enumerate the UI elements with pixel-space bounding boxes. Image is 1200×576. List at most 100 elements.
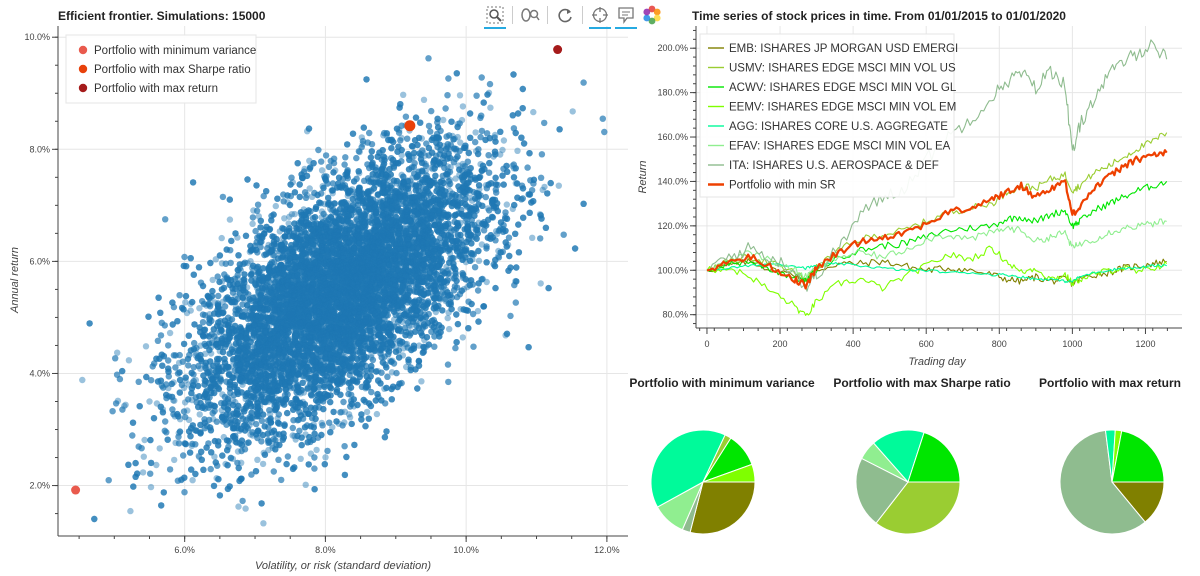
scatter-point xyxy=(431,207,439,214)
scatter-point xyxy=(254,360,262,367)
scatter-point xyxy=(282,315,290,323)
scatter-plot-area[interactable] xyxy=(58,26,628,536)
scatter-point xyxy=(487,104,494,111)
scatter-point xyxy=(435,244,442,251)
scatter-point xyxy=(400,276,407,283)
scatter-point xyxy=(444,173,451,180)
scatter-point xyxy=(292,379,299,387)
scatter-point xyxy=(279,278,286,286)
scatter-point xyxy=(351,209,358,216)
scatter-point xyxy=(333,258,340,265)
scatter-point xyxy=(392,229,400,236)
scatter-point xyxy=(359,140,366,148)
scatter-point xyxy=(388,275,395,282)
scatter-point xyxy=(325,331,332,338)
scatter-point xyxy=(333,284,340,292)
scatter-point xyxy=(265,446,272,454)
scatter-point xyxy=(277,400,284,407)
scatter-point xyxy=(288,307,296,315)
scatter-point xyxy=(249,432,256,439)
scatter-point xyxy=(252,347,260,354)
scatter-point xyxy=(286,298,293,306)
scatter-point xyxy=(182,299,189,306)
scatter-point xyxy=(322,261,329,268)
scatter-point xyxy=(409,255,417,262)
scatter-point xyxy=(303,191,310,199)
scatter-point xyxy=(436,260,443,268)
scatter-point xyxy=(512,277,519,285)
scatter-point xyxy=(324,306,331,313)
scatter-point xyxy=(509,162,516,169)
scatter-point xyxy=(321,391,328,398)
scatter-point xyxy=(336,232,344,239)
scatter-point xyxy=(469,197,476,204)
scatter-point xyxy=(434,212,441,219)
scatter-point xyxy=(419,229,426,236)
scatter-point xyxy=(537,280,544,287)
scatter-point xyxy=(222,275,229,282)
scatter-point xyxy=(408,206,415,213)
scatter-point xyxy=(353,231,361,239)
scatter-point xyxy=(318,271,325,279)
scatter-point xyxy=(347,226,354,233)
scatter-point xyxy=(366,294,373,302)
scatter-point xyxy=(272,325,280,332)
scatter-point xyxy=(359,370,367,377)
scatter-point xyxy=(275,357,282,365)
scatter-point xyxy=(346,229,353,237)
scatter-point xyxy=(345,254,352,262)
scatter-point xyxy=(348,206,355,213)
scatter-point xyxy=(346,248,353,256)
scatter-point xyxy=(227,418,235,425)
scatter-point xyxy=(426,231,433,238)
scatter-point xyxy=(229,397,237,404)
scatter-point xyxy=(444,266,452,274)
scatter-point xyxy=(306,355,313,362)
scatter-point xyxy=(317,360,324,367)
scatter-point xyxy=(273,402,281,409)
scatter-point xyxy=(345,205,352,212)
scatter-point xyxy=(424,257,432,264)
scatter-point xyxy=(284,378,291,385)
scatter-point xyxy=(390,257,398,265)
scatter-point xyxy=(338,408,345,416)
scatter-point xyxy=(330,295,338,302)
scatter-point xyxy=(323,317,330,325)
scatter-point xyxy=(253,407,261,414)
scatter-point xyxy=(367,276,374,283)
scatter-point xyxy=(225,341,232,348)
scatter-point xyxy=(472,129,479,136)
scatter-point xyxy=(423,229,430,236)
scatter-point xyxy=(403,249,410,257)
scatter-point xyxy=(464,283,471,291)
scatter-point xyxy=(340,349,347,357)
scatter-point xyxy=(402,215,409,222)
scatter-point xyxy=(310,263,317,271)
scatter-point xyxy=(473,226,480,234)
scatter-point xyxy=(309,356,316,363)
scatter-point xyxy=(356,170,363,177)
scatter-point xyxy=(258,350,265,357)
scatter-point xyxy=(361,324,369,332)
scatter-point xyxy=(400,91,407,99)
scatter-point xyxy=(260,520,267,527)
scatter-point xyxy=(351,249,358,256)
scatter-point xyxy=(370,269,378,276)
scatter-point xyxy=(569,108,576,115)
scatter-point xyxy=(223,295,230,302)
scatter-point xyxy=(360,246,368,253)
scatter-point xyxy=(207,350,215,357)
scatter-point xyxy=(207,295,214,302)
scatter-point xyxy=(266,395,274,402)
scatter-point xyxy=(252,379,259,386)
scatter-point xyxy=(303,213,310,221)
scatter-point xyxy=(381,215,388,223)
scatter-point xyxy=(408,214,416,222)
scatter-point xyxy=(420,254,427,262)
scatter-point xyxy=(355,303,362,310)
scatter-point xyxy=(395,326,403,333)
scatter-point xyxy=(406,241,414,248)
scatter-point xyxy=(213,475,220,482)
scatter-point xyxy=(273,321,281,328)
scatter-point xyxy=(402,262,410,269)
